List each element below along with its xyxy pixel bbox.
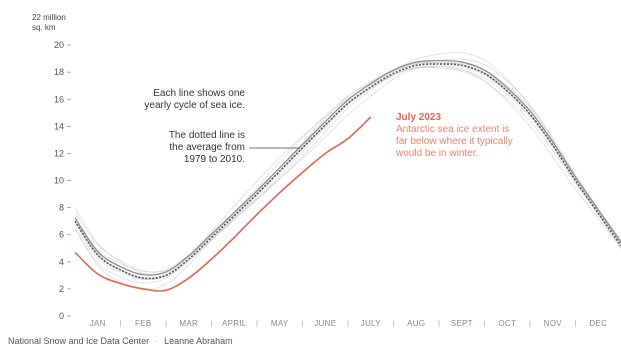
average-annotation: The dotted line is the average from 1979… bbox=[169, 130, 300, 165]
average-line-1979-2010 bbox=[74, 63, 621, 280]
x-axis: JAN FEB MAR APRIL MAY JUNE JULY AUG SEPT OCT NOV DE… bbox=[90, 319, 607, 328]
y-tick-label: 12 bbox=[54, 148, 64, 158]
y-unit-label-line2: sq. km bbox=[32, 23, 56, 32]
month-label: MAR bbox=[179, 319, 198, 328]
yearly-cycle-line bbox=[74, 58, 621, 273]
average-annotation-line1: The dotted line is bbox=[169, 130, 245, 141]
source-author: Leanne Abraham bbox=[164, 336, 233, 346]
month-label: JAN bbox=[90, 319, 106, 328]
month-label: MAY bbox=[271, 319, 289, 328]
yearly-cycle-line bbox=[74, 66, 621, 284]
month-label: JUNE bbox=[314, 319, 336, 328]
month-label: SEPT bbox=[451, 319, 473, 328]
average-band-line bbox=[74, 60, 621, 276]
month-label: DEC bbox=[589, 319, 607, 328]
average-annotation-line3: 1979 to 2010. bbox=[184, 154, 245, 165]
y-tick-label: 8 bbox=[59, 203, 64, 213]
y-tick-label: 20 bbox=[54, 40, 64, 50]
y-tick-label: 6 bbox=[59, 230, 64, 240]
cycle-annotation: Each line shows one yearly cycle of sea … bbox=[144, 88, 245, 111]
line-2023 bbox=[74, 116, 372, 292]
july-2023-title: July 2023 bbox=[396, 112, 441, 123]
yearly-cycle-line bbox=[74, 51, 621, 276]
y-tick-label: 14 bbox=[54, 121, 64, 131]
july-2023-line2: far below where it typically bbox=[396, 136, 513, 147]
cycle-annotation-line1: Each line shows one bbox=[153, 88, 245, 99]
series-lines bbox=[74, 60, 621, 292]
y-tick-label: 18 bbox=[54, 67, 64, 77]
source-separator: · bbox=[155, 336, 159, 346]
cycle-annotation-line2: yearly cycle of sea ice. bbox=[144, 100, 245, 111]
source-org: National Snow and Ice Data Center bbox=[8, 336, 150, 346]
y-tick-label: 2 bbox=[59, 284, 64, 294]
month-label: OCT bbox=[498, 319, 516, 328]
month-label: JULY bbox=[361, 319, 382, 328]
y-tick-label: 16 bbox=[54, 94, 64, 104]
july-2023-line1: Antarctic sea ice extent is bbox=[396, 124, 509, 135]
y-tick-label: 4 bbox=[59, 257, 64, 267]
y-axis: 0 2 4 6 8 10 12 14 16 18 20 bbox=[54, 40, 71, 321]
july-2023-annotation: July 2023 Antarctic sea ice extent is fa… bbox=[395, 112, 513, 159]
month-label: APRIL bbox=[222, 319, 247, 328]
yearly-cycle-line bbox=[74, 62, 621, 273]
y-unit-label-line1: 22 million bbox=[32, 13, 66, 22]
yearly-cycle-line bbox=[74, 65, 621, 280]
month-label: AUG bbox=[407, 319, 425, 328]
month-label: FEB bbox=[135, 319, 151, 328]
month-label: NOV bbox=[544, 319, 563, 328]
source-credit: National Snow and Ice Data Center · Leanne… bbox=[8, 336, 233, 346]
y-tick-label: 10 bbox=[54, 176, 64, 186]
yearly-cycle-line bbox=[74, 66, 621, 291]
y-tick-label: 0 bbox=[59, 311, 64, 321]
average-annotation-line2: the average from bbox=[169, 142, 245, 153]
july-2023-line3: would be in winter. bbox=[395, 148, 478, 159]
